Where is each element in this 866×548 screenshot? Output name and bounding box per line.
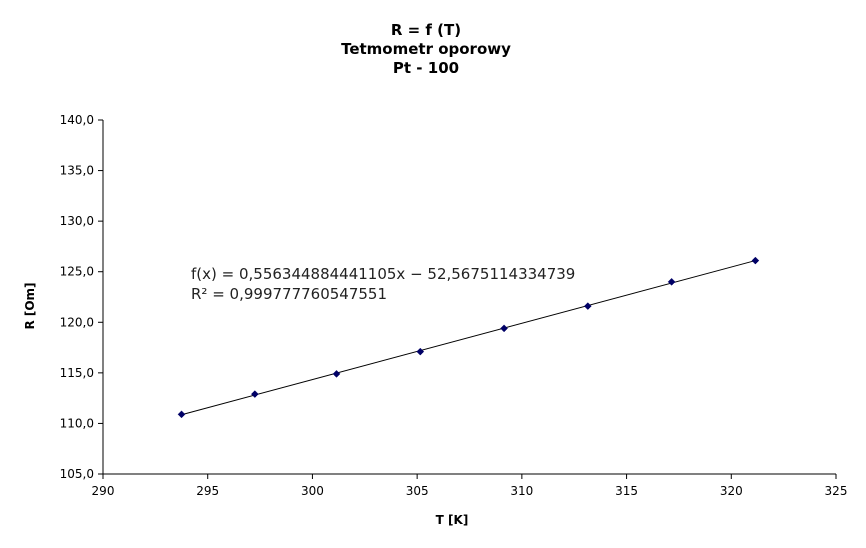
x-tick-label: 325 (825, 484, 848, 498)
data-point (177, 410, 186, 419)
data-point (500, 324, 508, 333)
y-tick-label: 120,0 (60, 315, 94, 329)
data-point (667, 277, 676, 286)
data-point (583, 302, 592, 310)
y-axis-label: R [Om] (23, 282, 37, 330)
y-tick-label: 125,0 (60, 265, 94, 279)
y-tick-label: 135,0 (60, 164, 94, 178)
data-point (250, 390, 259, 398)
y-tick-label: 140,0 (60, 113, 94, 127)
chart-title-line-3: Pt - 100 (392, 59, 460, 77)
y-tick-label: 130,0 (60, 214, 94, 228)
chart-title-line-2: Tetmometr oporowy (341, 40, 511, 58)
y-tick-label: 110,0 (60, 416, 94, 430)
x-axis-label: T [K] (435, 513, 469, 527)
x-tick-label: 290 (92, 484, 115, 498)
data-point (332, 370, 341, 378)
x-tick-label: 305 (406, 484, 429, 498)
x-tick-label: 320 (720, 484, 743, 498)
x-tick-label: 315 (615, 484, 638, 498)
y-tick-label: 105,0 (60, 467, 94, 481)
x-tick-label: 300 (301, 484, 324, 498)
trendline-r-squared: R² = 0,999777760547551 (191, 285, 387, 303)
x-tick-label: 310 (510, 484, 533, 498)
data-point (751, 256, 760, 265)
trendline-equation: f(x) = 0,556344884441105x − 52,567511433… (191, 265, 575, 283)
data-point (416, 347, 425, 356)
y-tick-label: 115,0 (60, 366, 94, 380)
trendline (181, 260, 756, 416)
chart-title-line-1: R = f (T) (390, 21, 462, 39)
x-tick-label: 295 (196, 484, 219, 498)
